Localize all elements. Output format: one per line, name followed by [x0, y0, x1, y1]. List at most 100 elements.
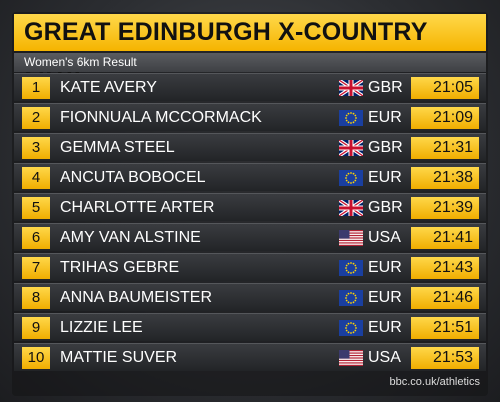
flag-part: [345, 179, 348, 182]
rank: 8: [22, 287, 50, 309]
flag-part: [352, 301, 355, 304]
flag-part: [354, 294, 357, 297]
athlete-name: LIZZIE LEE: [60, 319, 143, 336]
time: 21:53: [411, 347, 479, 369]
result-row: 7 TRIHAS GEBRE EUR 21:43: [14, 253, 486, 281]
subtitle: Women's 6km Result: [14, 53, 486, 72]
flag-part: [350, 182, 352, 184]
flag-part: [339, 230, 363, 232]
flag-part: [352, 181, 355, 184]
flag-part: [347, 181, 350, 184]
flag-part: [350, 262, 352, 264]
flag-part: [347, 331, 350, 334]
athlete-name: TRIHAS GEBRE: [60, 259, 180, 276]
time: 21:38: [411, 167, 479, 189]
flag-part: [339, 359, 363, 362]
time: 21:46: [411, 287, 479, 309]
time: 21:05: [411, 77, 479, 99]
flag-part: [339, 80, 363, 96]
flag-part: [339, 320, 363, 336]
flag-part: [347, 172, 350, 175]
result-row: 2 FIONNUALA MCCORMACK EUR 21:09: [14, 103, 486, 131]
flag-part: [354, 264, 357, 267]
flag-part: [339, 140, 363, 156]
flag-part: [350, 272, 352, 274]
flag-part: [339, 242, 363, 244]
flag: [339, 170, 363, 186]
rank: 5: [22, 197, 50, 219]
flag-part: [354, 119, 357, 122]
flag-part: [345, 264, 348, 267]
flag-part: [350, 292, 352, 294]
flag-part: [345, 269, 348, 272]
athlete-name: ANCUTA BOBOCEL: [60, 169, 206, 186]
flag-part: [339, 110, 363, 126]
flag-part: [354, 179, 357, 182]
flag-part: [345, 174, 348, 177]
flag-part: [347, 292, 350, 295]
flag-part: [352, 322, 355, 325]
flag-part: [350, 302, 352, 304]
country-code: EUR: [368, 259, 402, 276]
flag-part: [345, 294, 348, 297]
flag-part: [345, 324, 348, 327]
flag-part: [339, 320, 363, 336]
flag-part: [339, 232, 363, 234]
athlete-name: ANNA BAUMEISTER: [60, 289, 213, 306]
flag-part: [347, 271, 350, 274]
flag-part: [354, 324, 357, 327]
flag: [339, 350, 363, 366]
flag-part: [339, 362, 363, 364]
result-row: 4 ANCUTA BOBOCEL EUR 21:38: [14, 163, 486, 191]
flag-part: [339, 352, 363, 354]
flag-part: [345, 119, 348, 122]
flag-part: [339, 200, 363, 216]
rank: 9: [22, 317, 50, 339]
flag-part: [352, 172, 355, 175]
flag-part: [347, 112, 350, 115]
flag: [339, 290, 363, 306]
flag-part: [345, 297, 347, 299]
flag-part: [355, 267, 357, 269]
flag-part: [350, 332, 352, 334]
result-row: 5 CHARLOTTE ARTER GBR 21:39: [14, 193, 486, 221]
flag-part: [345, 177, 347, 179]
rank: 2: [22, 107, 50, 129]
flag-part: [339, 350, 350, 359]
flag: [339, 200, 363, 216]
flag-part: [339, 364, 363, 366]
flag-part: [339, 110, 363, 126]
rank: 7: [22, 257, 50, 279]
country-code: EUR: [368, 169, 402, 186]
flag-part: [339, 350, 363, 366]
flag-part: [352, 121, 355, 124]
flag: [339, 260, 363, 276]
result-row: 1 KATE AVERY GBR 21:05: [14, 73, 486, 101]
flag-part: [345, 117, 347, 119]
flag: [339, 230, 363, 246]
flag-part: [347, 121, 350, 124]
flag-part: [339, 357, 363, 359]
title: GREAT EDINBURGH X-COUNTRY 2016: [14, 14, 486, 83]
flag-part: [354, 114, 357, 117]
athlete-name: AMY VAN ALSTINE: [60, 229, 201, 246]
flag-part: [339, 350, 363, 352]
country-code: EUR: [368, 109, 402, 126]
time: 21:09: [411, 107, 479, 129]
flag-part: [352, 262, 355, 265]
flag-part: [339, 234, 363, 237]
athlete-name: GEMMA STEEL: [60, 139, 175, 156]
flag-part: [350, 322, 352, 324]
flag-part: [339, 170, 363, 186]
flag-part: [339, 260, 363, 276]
flag-part: [339, 140, 363, 156]
flag-part: [345, 114, 348, 117]
flag-part: [345, 327, 347, 329]
flag-part: [350, 172, 352, 174]
time: 21:31: [411, 137, 479, 159]
flag-part: [352, 292, 355, 295]
country-code: EUR: [368, 319, 402, 336]
result-row: 10 MATTIE SUVER USA 21:53: [14, 343, 486, 371]
flag-part: [339, 80, 363, 96]
